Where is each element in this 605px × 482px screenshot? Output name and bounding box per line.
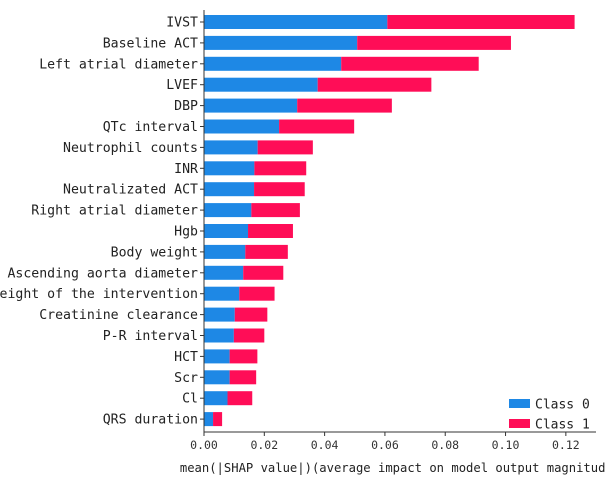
y-tick-label: LVEF: [166, 78, 198, 93]
y-tick-label: Weight of the intervention: [0, 287, 198, 302]
y-tick-label: Left atrial diameter: [39, 57, 198, 72]
bar-weight-of-the-intervention-class-0: [204, 286, 240, 301]
bar-lvef-class-1: [317, 77, 432, 92]
y-tick-label: IVST: [166, 16, 198, 31]
bar-inr-class-0: [204, 161, 255, 176]
y-tick-label: P-R interval: [103, 329, 198, 344]
legend-swatch-class-0: [509, 399, 530, 408]
y-tick-label: Neutrophil counts: [63, 141, 198, 156]
bar-right-atrial-diameter-class-1: [251, 203, 300, 218]
legend-label-class-0: Class 0: [535, 398, 590, 413]
bar-hct-class-1: [229, 349, 258, 364]
bar-qtc-interval-class-1: [279, 119, 355, 134]
y-tick-label: Creatinine clearance: [39, 308, 198, 323]
bar-weight-of-the-intervention-class-1: [239, 286, 275, 301]
y-tick-label: DBP: [174, 99, 198, 114]
y-tick-label: Cl: [182, 392, 198, 407]
bar-creatinine-clearance-class-0: [204, 307, 235, 322]
y-tick-label: Ascending aorta diameter: [7, 266, 198, 281]
x-axis-label: mean(|SHAP value|)(average impact on mod…: [180, 461, 605, 475]
bar-p-r-interval-class-1: [233, 328, 265, 343]
y-tick-labels: IVST Baseline ACT Left atrial diameter LVEF…: [0, 16, 204, 428]
bar-creatinine-clearance-class-1: [234, 307, 268, 322]
bar-p-r-interval-class-0: [204, 328, 234, 343]
legend-swatch-class-1: [509, 419, 530, 428]
y-tick-label: HCT: [174, 350, 198, 365]
y-tick-label: Body weight: [111, 245, 198, 260]
bar-qtc-interval-class-0: [204, 119, 280, 134]
bar-hgb-class-1: [248, 224, 293, 238]
bar-hgb-class-0: [204, 224, 249, 238]
bar-dbp-class-1: [297, 98, 392, 113]
bar-baseline-act-class-0: [204, 35, 358, 50]
bar-ascending-aorta-diameter-class-1: [243, 265, 284, 280]
bar-neutrophil-counts-class-0: [204, 140, 258, 155]
bar-scr-class-1: [229, 370, 257, 385]
bar-neutrophil-counts-class-1: [257, 140, 313, 155]
bar-body-weight-class-1: [245, 244, 288, 259]
bar-ivst-class-0: [204, 15, 388, 29]
y-tick-label: Scr: [174, 371, 198, 386]
y-tick-label: QRS duration: [103, 413, 198, 428]
bar-hct-class-0: [204, 349, 230, 364]
x-ticks: 0.00 0.02 0.04 0.06 0.08 0.10 0.12: [190, 432, 580, 452]
bar-lvef-class-0: [204, 77, 318, 92]
x-tick-label: 0.00: [190, 438, 218, 452]
bar-scr-class-0: [204, 370, 230, 385]
x-tick-label: 0.08: [431, 438, 459, 452]
y-tick-label: Hgb: [174, 225, 198, 240]
bar-left-atrial-diameter-class-1: [341, 56, 479, 71]
bar-baseline-act-class-1: [357, 35, 511, 50]
x-tick-label: 0.10: [492, 438, 520, 452]
y-tick-label: Neutralizated ACT: [63, 183, 198, 198]
y-tick-label: Baseline ACT: [103, 36, 198, 51]
bar-qrs-duration-class-1: [213, 412, 223, 427]
x-tick-label: 0.04: [311, 438, 339, 452]
legend: Class 0 Class 1: [509, 398, 590, 433]
bar-inr-class-1: [254, 161, 307, 176]
bar-dbp-class-0: [204, 98, 298, 113]
bar-qrs-duration-class-0: [204, 412, 214, 427]
x-tick-label: 0.06: [371, 438, 399, 452]
x-tick-label: 0.02: [250, 438, 278, 452]
bar-neutralizated-act-class-1: [254, 182, 305, 197]
y-tick-label: QTc interval: [103, 120, 198, 135]
bar-body-weight-class-0: [204, 244, 246, 259]
bar-cl-class-0: [204, 391, 228, 406]
bar-ascending-aorta-diameter-class-0: [204, 265, 244, 280]
bar-left-atrial-diameter-class-0: [204, 56, 342, 71]
bar-neutralizated-act-class-0: [204, 182, 255, 197]
bar-ivst-class-1: [387, 15, 575, 29]
bar-right-atrial-diameter-class-0: [204, 203, 252, 218]
legend-label-class-1: Class 1: [535, 418, 590, 433]
y-tick-label: Right atrial diameter: [31, 204, 198, 219]
x-tick-label: 0.12: [552, 438, 580, 452]
y-tick-label: INR: [174, 162, 198, 177]
bar-cl-class-1: [227, 391, 253, 406]
bars-group: [204, 15, 575, 427]
